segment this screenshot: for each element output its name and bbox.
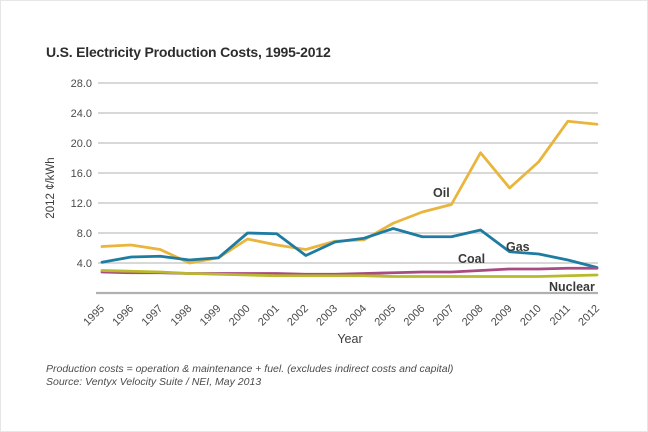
footnote-definition: Production costs = operation & maintenan… xyxy=(46,363,454,375)
x-tick-label-2011: 2011 xyxy=(548,303,573,328)
x-tick-label-2007: 2007 xyxy=(431,303,457,329)
x-axis-title: Year xyxy=(337,332,362,346)
x-tick-label-2003: 2003 xyxy=(314,303,340,329)
oil-series-label: Oil xyxy=(433,186,450,200)
y-tick-label-16.0: 16.0 xyxy=(71,168,92,180)
x-tick-label-2005: 2005 xyxy=(372,303,398,329)
x-tick-label-1995: 1995 xyxy=(81,303,107,329)
x-tick-label-2009: 2009 xyxy=(489,303,515,329)
y-tick-label-20.0: 20.0 xyxy=(71,138,92,150)
y-tick-label-28.0: 28.0 xyxy=(71,78,92,90)
x-tick-label-2008: 2008 xyxy=(460,303,486,329)
x-tick-label-1998: 1998 xyxy=(169,303,195,329)
x-tick-label-2006: 2006 xyxy=(402,303,428,329)
x-tick-label-2002: 2002 xyxy=(285,303,311,329)
nuclear-line xyxy=(100,269,599,278)
x-tick-label-1997: 1997 xyxy=(140,303,166,329)
gas-series-label: Gas xyxy=(506,240,530,254)
y-tick-label-24.0: 24.0 xyxy=(71,108,92,120)
x-tick-label-2000: 2000 xyxy=(227,303,253,329)
x-tick-label-1999: 1999 xyxy=(198,303,224,329)
x-tick-label-1996: 1996 xyxy=(110,303,136,329)
chart-footnote: Production costs = operation & maintenan… xyxy=(46,363,453,388)
x-tick-label-2001: 2001 xyxy=(256,303,282,329)
y-axis-title: 2012 ¢/kWh xyxy=(45,157,57,218)
coal-series-label: Coal xyxy=(458,252,485,266)
chart-title: U.S. Electricity Production Costs, 1995-… xyxy=(46,44,331,60)
gas-line xyxy=(100,227,599,269)
footnote-source: Source: Ventyx Velocity Suite / NEI, May… xyxy=(46,375,262,388)
x-tick-label-2004: 2004 xyxy=(343,303,369,329)
x-tick-label-2010: 2010 xyxy=(518,303,544,329)
y-tick-label-4.0: 4.0 xyxy=(77,258,92,270)
x-tick-label-2012: 2012 xyxy=(576,303,602,329)
y-tick-label-8.0: 8.0 xyxy=(77,228,92,240)
y-tick-label-12.0: 12.0 xyxy=(71,198,92,210)
nuclear-series-label: Nuclear xyxy=(549,280,595,294)
